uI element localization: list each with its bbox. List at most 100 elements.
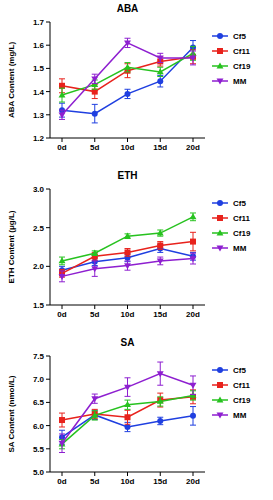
series-line xyxy=(62,57,193,92)
legend-label: Cf19 xyxy=(233,396,251,405)
error-bar xyxy=(157,257,163,265)
x-tick-label: 5d xyxy=(90,143,99,152)
data-point xyxy=(59,274,66,280)
data-point xyxy=(190,256,197,262)
legend: Cf5Cf11Cf19MM xyxy=(212,366,251,420)
x-tick xyxy=(94,138,95,142)
y-tick xyxy=(46,266,50,267)
error-bar xyxy=(59,110,65,119)
panel: ABAABA Content (mg/L)1.21.31.41.51.61.70… xyxy=(7,3,251,152)
error-bar xyxy=(125,261,131,270)
y-tick-label: 1.3 xyxy=(33,111,45,120)
series-line xyxy=(62,395,193,444)
x-tick xyxy=(127,138,128,142)
series xyxy=(59,38,197,119)
data-point xyxy=(157,398,164,404)
error-bar xyxy=(125,410,131,424)
legend-marker xyxy=(217,79,224,85)
legend-marker xyxy=(217,229,224,235)
legend-marker xyxy=(217,48,223,54)
error-bar xyxy=(157,393,163,407)
x-tick xyxy=(193,472,194,476)
error-bar xyxy=(92,74,98,83)
error-bar xyxy=(190,51,196,65)
error-bar xyxy=(190,376,196,395)
x-tick-label: 15d xyxy=(153,310,167,319)
series xyxy=(59,253,197,282)
y-tick-label: 5.0 xyxy=(33,468,45,477)
chart-title: ABA xyxy=(117,3,139,14)
data-point xyxy=(125,249,131,255)
y-tick xyxy=(46,45,50,46)
x-tick xyxy=(160,305,161,309)
legend-label: Cf5 xyxy=(233,32,246,41)
x-tick-label: 20d xyxy=(186,310,200,319)
data-point xyxy=(59,91,66,97)
y-tick-label: 2.0 xyxy=(33,262,45,271)
data-point xyxy=(124,385,131,391)
legend-marker xyxy=(217,62,224,68)
y-tick xyxy=(46,227,50,228)
y-tick-label: 7.0 xyxy=(33,375,45,384)
data-point xyxy=(91,412,98,418)
data-point xyxy=(190,413,196,419)
series xyxy=(59,362,197,452)
plot-area xyxy=(59,362,197,452)
error-bar xyxy=(157,53,163,62)
series xyxy=(59,41,196,123)
x-tick-label: 5d xyxy=(90,310,99,319)
chart-title: SA xyxy=(121,337,135,348)
legend-label: Cf11 xyxy=(233,214,250,223)
data-point xyxy=(124,233,131,239)
legend-label: MM xyxy=(233,77,247,86)
x-tick-label: 0d xyxy=(57,477,66,486)
series-line xyxy=(62,53,193,95)
x-tick xyxy=(62,138,63,142)
y-tick-label: 3.0 xyxy=(33,185,45,194)
data-point xyxy=(125,424,131,430)
error-bar xyxy=(157,362,163,385)
x-tick xyxy=(127,472,128,476)
legend-marker xyxy=(217,413,224,419)
y-tick-label: 1.5 xyxy=(33,64,45,73)
y-tick-label: 5.5 xyxy=(33,445,45,454)
error-bar xyxy=(92,261,98,276)
error-bar xyxy=(92,394,98,403)
data-point xyxy=(157,68,164,74)
legend-marker xyxy=(217,367,223,373)
data-point xyxy=(157,78,163,84)
data-point xyxy=(190,239,196,245)
series xyxy=(59,46,197,102)
series-line xyxy=(62,374,193,444)
data-point xyxy=(124,401,131,407)
x-tick xyxy=(193,305,194,309)
x-tick-label: 15d xyxy=(153,143,167,152)
y-tick-label: 1.6 xyxy=(33,41,45,50)
legend-marker xyxy=(217,382,223,388)
x-tick-label: 20d xyxy=(186,143,200,152)
error-bar xyxy=(92,104,98,123)
data-point xyxy=(91,396,98,402)
error-bar xyxy=(190,253,196,264)
y-tick xyxy=(46,305,50,306)
error-bar xyxy=(157,417,163,424)
data-point xyxy=(157,259,164,265)
data-point xyxy=(124,64,131,70)
error-bar xyxy=(59,257,65,265)
data-point xyxy=(125,414,131,420)
legend-marker xyxy=(217,33,223,39)
legend-marker xyxy=(217,246,224,252)
legend-label: MM xyxy=(233,244,247,253)
error-bar xyxy=(157,67,163,76)
data-point xyxy=(157,418,163,424)
y-tick-label: 1.4 xyxy=(33,88,45,97)
chart-figure: ABAABA Content (mg/L)1.21.31.41.51.61.70… xyxy=(0,0,273,500)
x-tick xyxy=(94,305,95,309)
data-point xyxy=(124,40,131,46)
y-tick xyxy=(46,472,50,473)
error-bar xyxy=(190,232,196,251)
legend-label: Cf19 xyxy=(233,62,251,71)
y-tick-label: 1.7 xyxy=(33,18,45,27)
y-axis-label: ABA Content (mg/L) xyxy=(7,42,16,118)
data-point xyxy=(190,56,197,62)
